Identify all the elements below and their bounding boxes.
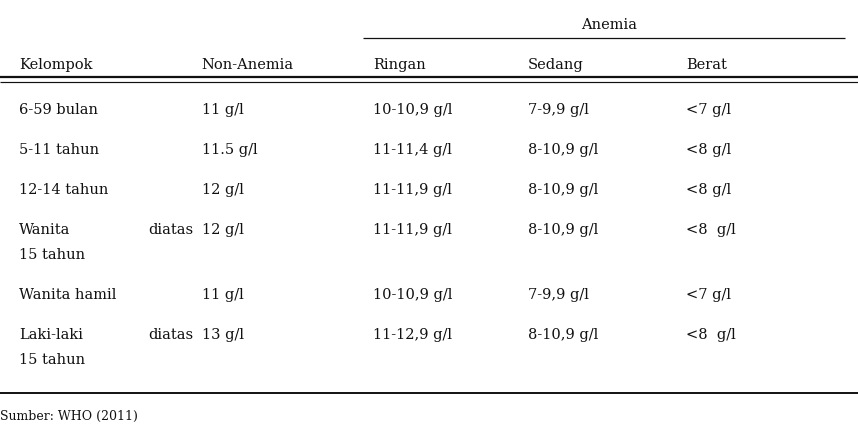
Text: 8-10,9 g/l: 8-10,9 g/l xyxy=(528,143,598,157)
Text: Berat: Berat xyxy=(686,58,728,72)
Text: 7-9,9 g/l: 7-9,9 g/l xyxy=(528,103,589,117)
Text: 11-11,9 g/l: 11-11,9 g/l xyxy=(373,223,452,237)
Text: 10-10,9 g/l: 10-10,9 g/l xyxy=(373,103,453,117)
Text: 12 g/l: 12 g/l xyxy=(202,183,244,197)
Text: 6-59 bulan: 6-59 bulan xyxy=(19,103,98,117)
Text: 8-10,9 g/l: 8-10,9 g/l xyxy=(528,183,598,197)
Text: diatas: diatas xyxy=(148,223,193,237)
Text: 12-14 tahun: 12-14 tahun xyxy=(19,183,108,197)
Text: 5-11 tahun: 5-11 tahun xyxy=(19,143,99,157)
Text: 13 g/l: 13 g/l xyxy=(202,328,244,342)
Text: <8 g/l: <8 g/l xyxy=(686,183,732,197)
Text: Kelompok: Kelompok xyxy=(19,58,93,72)
Text: 11.5 g/l: 11.5 g/l xyxy=(202,143,257,157)
Text: 8-10,9 g/l: 8-10,9 g/l xyxy=(528,328,598,342)
Text: Anemia: Anemia xyxy=(581,18,637,32)
Text: 11-11,9 g/l: 11-11,9 g/l xyxy=(373,183,452,197)
Text: Wanita hamil: Wanita hamil xyxy=(19,288,116,302)
Text: diatas: diatas xyxy=(148,328,193,342)
Text: 10-10,9 g/l: 10-10,9 g/l xyxy=(373,288,453,302)
Text: 12 g/l: 12 g/l xyxy=(202,223,244,237)
Text: 15 tahun: 15 tahun xyxy=(19,248,85,262)
Text: Ringan: Ringan xyxy=(373,58,426,72)
Text: 11-12,9 g/l: 11-12,9 g/l xyxy=(373,328,452,342)
Text: <8  g/l: <8 g/l xyxy=(686,328,736,342)
Text: Wanita: Wanita xyxy=(19,223,70,237)
Text: Sumber: WHO (2011): Sumber: WHO (2011) xyxy=(0,410,138,423)
Text: Sedang: Sedang xyxy=(528,58,583,72)
Text: Non-Anemia: Non-Anemia xyxy=(202,58,293,72)
Text: <8 g/l: <8 g/l xyxy=(686,143,732,157)
Text: <8  g/l: <8 g/l xyxy=(686,223,736,237)
Text: 11 g/l: 11 g/l xyxy=(202,103,244,117)
Text: Laki-laki: Laki-laki xyxy=(19,328,83,342)
Text: 11-11,4 g/l: 11-11,4 g/l xyxy=(373,143,452,157)
Text: 15 tahun: 15 tahun xyxy=(19,353,85,367)
Text: <7 g/l: <7 g/l xyxy=(686,288,731,302)
Text: 8-10,9 g/l: 8-10,9 g/l xyxy=(528,223,598,237)
Text: <7 g/l: <7 g/l xyxy=(686,103,731,117)
Text: 7-9,9 g/l: 7-9,9 g/l xyxy=(528,288,589,302)
Text: 11 g/l: 11 g/l xyxy=(202,288,244,302)
